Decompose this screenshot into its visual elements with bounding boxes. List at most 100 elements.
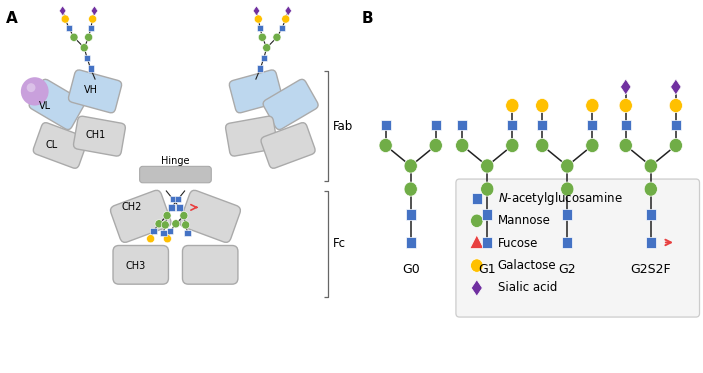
Text: $\it{N}$-acetylglucosamine: $\it{N}$-acetylglucosamine: [498, 190, 622, 207]
Text: Mannose: Mannose: [498, 214, 550, 227]
Bar: [537, 120, 547, 130]
Text: G2: G2: [558, 263, 576, 276]
Circle shape: [172, 220, 180, 228]
Text: Fucose: Fucose: [498, 237, 538, 250]
Circle shape: [505, 138, 519, 153]
Text: Sialic acid: Sialic acid: [498, 282, 557, 294]
Circle shape: [536, 138, 549, 153]
FancyBboxPatch shape: [261, 123, 315, 168]
FancyBboxPatch shape: [226, 116, 278, 156]
FancyBboxPatch shape: [180, 190, 240, 242]
Circle shape: [21, 77, 49, 106]
Circle shape: [161, 221, 169, 229]
Text: G0: G0: [402, 263, 420, 276]
Circle shape: [481, 182, 494, 196]
Circle shape: [258, 33, 266, 41]
Bar: [88, 66, 93, 72]
Circle shape: [273, 33, 281, 41]
Bar: [381, 120, 390, 130]
Bar: [175, 196, 181, 202]
Bar: [88, 25, 94, 31]
Bar: [646, 237, 656, 248]
FancyBboxPatch shape: [229, 70, 283, 113]
Bar: [458, 120, 467, 130]
Text: VL: VL: [39, 101, 51, 111]
Circle shape: [80, 44, 89, 52]
Bar: [170, 196, 176, 202]
Bar: [160, 230, 167, 236]
Text: VH: VH: [84, 85, 98, 95]
Circle shape: [254, 15, 262, 23]
Bar: [482, 237, 492, 248]
Bar: [431, 120, 441, 130]
Text: CH1: CH1: [86, 130, 106, 140]
Circle shape: [70, 33, 78, 41]
Circle shape: [505, 98, 519, 113]
Bar: [406, 237, 415, 248]
Circle shape: [155, 220, 163, 228]
Circle shape: [27, 83, 35, 92]
Polygon shape: [91, 6, 98, 16]
Circle shape: [163, 235, 172, 243]
FancyBboxPatch shape: [74, 116, 125, 156]
Circle shape: [263, 44, 271, 52]
Circle shape: [561, 159, 574, 173]
Bar: [84, 55, 90, 61]
Bar: [66, 25, 72, 31]
FancyBboxPatch shape: [33, 123, 87, 168]
Text: CH3: CH3: [125, 261, 146, 270]
Circle shape: [481, 159, 494, 173]
Circle shape: [404, 159, 418, 173]
Bar: [646, 209, 656, 220]
FancyBboxPatch shape: [456, 179, 699, 317]
Circle shape: [536, 98, 549, 113]
Text: Fab: Fab: [333, 120, 353, 132]
FancyBboxPatch shape: [140, 166, 212, 183]
Circle shape: [180, 211, 188, 220]
Bar: [150, 228, 157, 234]
Circle shape: [61, 15, 69, 23]
Text: CL: CL: [46, 141, 58, 150]
Circle shape: [470, 214, 483, 228]
Bar: [257, 25, 263, 31]
Text: Galactose: Galactose: [498, 259, 556, 272]
Bar: [261, 55, 267, 61]
Circle shape: [586, 98, 599, 113]
Circle shape: [282, 15, 290, 23]
Polygon shape: [59, 6, 66, 16]
Circle shape: [147, 235, 155, 243]
Text: G1: G1: [479, 263, 496, 276]
Bar: [406, 209, 415, 220]
FancyBboxPatch shape: [113, 245, 169, 284]
Circle shape: [669, 98, 683, 113]
Circle shape: [644, 159, 657, 173]
Circle shape: [163, 211, 171, 220]
Polygon shape: [671, 79, 681, 95]
FancyBboxPatch shape: [29, 79, 84, 129]
Polygon shape: [285, 6, 292, 16]
Text: G2S2F: G2S2F: [631, 263, 671, 276]
Bar: [562, 209, 572, 220]
Bar: [257, 66, 264, 72]
Bar: [588, 120, 598, 130]
Bar: [167, 228, 174, 234]
Text: Fc: Fc: [333, 237, 346, 250]
Circle shape: [429, 138, 442, 153]
Bar: [168, 204, 174, 210]
Polygon shape: [621, 79, 631, 95]
Circle shape: [669, 138, 683, 153]
Bar: [621, 120, 631, 130]
Bar: [176, 204, 183, 210]
Polygon shape: [470, 235, 484, 248]
Circle shape: [456, 138, 469, 153]
Circle shape: [619, 98, 633, 113]
Polygon shape: [253, 6, 260, 16]
Circle shape: [644, 182, 657, 196]
FancyBboxPatch shape: [263, 79, 318, 129]
Text: Hinge: Hinge: [161, 156, 190, 166]
Circle shape: [561, 182, 574, 196]
Bar: [671, 120, 681, 130]
FancyBboxPatch shape: [68, 70, 122, 113]
Text: CH2: CH2: [122, 202, 142, 212]
Circle shape: [586, 138, 599, 153]
